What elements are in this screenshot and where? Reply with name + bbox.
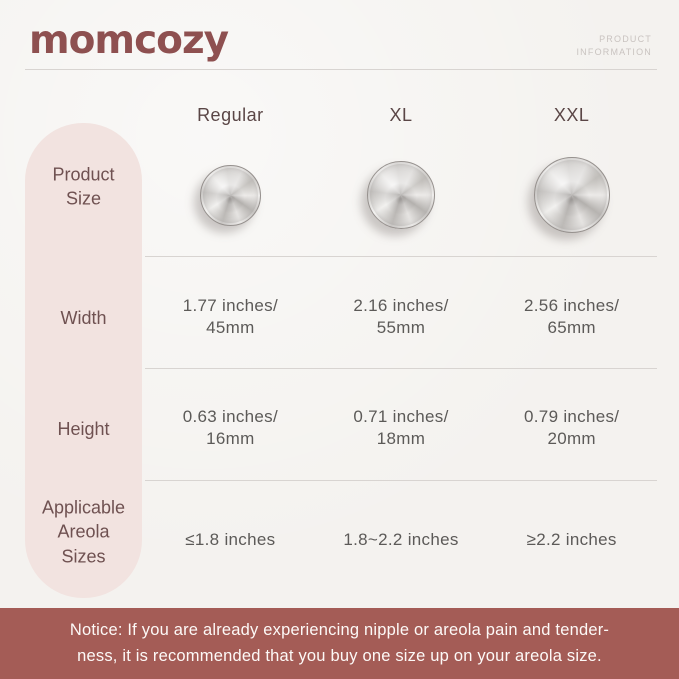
row-label-areola-sizes: Applicable Areola Sizes: [41, 497, 126, 567]
notice-bar: Notice: If you are already experiencing …: [0, 608, 679, 679]
height-value-mm: 18mm: [376, 429, 426, 448]
areola-cell-xl: 1.8~2.2 inches: [316, 525, 487, 555]
height-value-mm: 20mm: [547, 429, 596, 448]
areola-cell-regular: ≤1.8 inches: [145, 525, 316, 555]
column-header-xxl: XXL: [553, 104, 590, 125]
height-value-inches: 0.79 inches/: [524, 407, 620, 427]
areola-cell-xxl: ≥2.2 inches: [486, 525, 657, 555]
nipple-shield-disc-xxl: [533, 157, 610, 233]
product-size-cell-xxl: [486, 153, 657, 237]
nipple-shield-disc-regular: [199, 164, 261, 226]
header-divider: [25, 69, 657, 70]
row-label-product-size: Product Size: [52, 164, 115, 209]
column-header-xl: XL: [389, 104, 413, 125]
product-information-caption-line2: INFORMATION: [576, 47, 652, 58]
areola-value: ≤1.8 inches: [185, 530, 276, 550]
height-value-inches: 0.71 inches/: [353, 407, 449, 427]
width-value-mm: 55mm: [376, 318, 426, 337]
width-value-mm: 45mm: [206, 318, 255, 337]
notice-text-line1: Notice: If you are already experiencing …: [69, 620, 610, 639]
notice-text-line2: ness, it is recommended that you buy one…: [77, 646, 602, 665]
height-row: 0.63 inches/ 16mm 0.71 inches/ 18mm 0.79…: [145, 399, 657, 457]
height-cell-xxl: 0.79 inches/ 20mm: [486, 399, 657, 457]
row-divider: [145, 368, 657, 369]
nipple-shield-disc-xl: [367, 161, 435, 229]
row-label-width: Width: [60, 307, 107, 328]
size-column-headers: Regular XL XXL: [145, 100, 657, 130]
height-cell-xl: 0.71 inches/ 18mm: [316, 399, 487, 457]
width-value-mm: 65mm: [547, 318, 596, 337]
width-value-inches: 2.16 inches/: [353, 296, 449, 316]
height-value-mm: 16mm: [206, 429, 255, 448]
width-cell-xxl: 2.56 inches/ 65mm: [486, 288, 657, 346]
width-value-inches: 1.77 inches/: [182, 296, 278, 316]
product-size-row: [145, 153, 657, 237]
height-value-inches: 0.63 inches/: [182, 407, 278, 427]
column-header-regular: Regular: [197, 104, 264, 125]
product-size-cell-xl: [316, 153, 487, 237]
product-information-caption-line1: PRODUCT: [599, 34, 652, 44]
row-divider: [145, 256, 657, 257]
width-value-inches: 2.56 inches/: [524, 296, 620, 316]
areola-value: ≥2.2 inches: [526, 530, 617, 550]
row-labels-pill: Product Size Width Height Applicable Are…: [25, 123, 142, 598]
momcozy-logo: momcozy: [29, 18, 229, 63]
areola-sizes-row: ≤1.8 inches 1.8~2.2 inches ≥2.2 inches: [145, 525, 657, 555]
height-cell-regular: 0.63 inches/ 16mm: [145, 399, 316, 457]
areola-value: 1.8~2.2 inches: [343, 530, 459, 550]
width-cell-xl: 2.16 inches/ 55mm: [316, 288, 487, 346]
product-size-cell-regular: [145, 153, 316, 237]
width-row: 1.77 inches/ 45mm 2.16 inches/ 55mm 2.56…: [145, 288, 657, 346]
row-divider: [145, 480, 657, 481]
width-cell-regular: 1.77 inches/ 45mm: [145, 288, 316, 346]
row-label-height: Height: [57, 418, 110, 439]
product-information-caption: PRODUCT INFORMATION: [576, 33, 652, 59]
